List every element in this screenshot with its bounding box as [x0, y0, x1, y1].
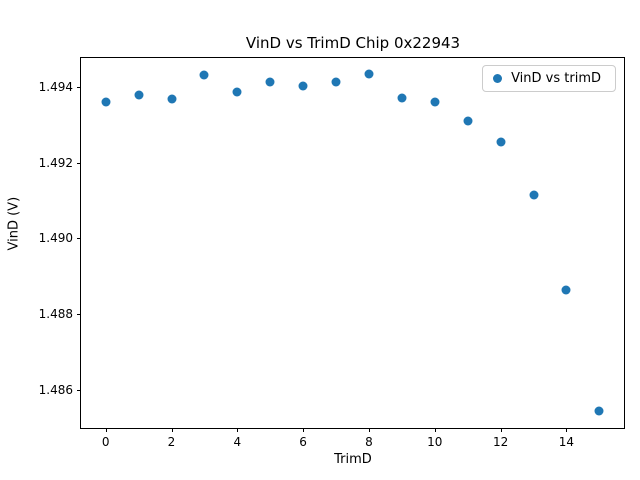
y-tick-label: 1.490 — [38, 231, 73, 246]
scatter-point — [496, 137, 506, 147]
y-tick-mark — [77, 86, 81, 88]
y-tick-label: 1.488 — [38, 307, 73, 322]
x-tick-mark — [500, 428, 502, 432]
x-tick-mark — [368, 428, 370, 432]
y-tick-mark — [77, 314, 81, 316]
scatter-point — [265, 77, 275, 87]
scatter-point — [364, 69, 374, 79]
y-tick-label: 1.486 — [38, 383, 73, 398]
legend: VinD vs trimD — [482, 65, 616, 92]
x-tick-mark — [171, 428, 173, 432]
scatter-point — [594, 406, 604, 416]
x-tick-label: 0 — [101, 435, 110, 449]
scatter-point — [199, 70, 209, 80]
y-tick-label: 1.494 — [38, 79, 73, 94]
chart-title: VinD vs TrimD Chip 0x22943 — [245, 34, 461, 52]
legend-label: VinD vs trimD — [511, 71, 601, 86]
x-tick-mark — [237, 428, 239, 432]
scatter-point — [331, 77, 341, 87]
x-tick-mark — [303, 428, 305, 432]
x-tick-label: 12 — [492, 435, 509, 449]
plot-area: 0 2 4 6 8 10 12 14 1.486 1.488 1.490 1.492 1.494 Vi… — [39, 57, 625, 449]
scatter-point — [430, 97, 440, 107]
x-tick-label: 4 — [233, 435, 242, 449]
x-tick-label: 6 — [299, 435, 307, 449]
scatter-point — [232, 87, 242, 97]
scatter-point — [134, 90, 144, 100]
x-tick-mark — [566, 428, 568, 432]
x-tick-label: 14 — [558, 435, 575, 449]
y-axis-label: VinD (V) — [6, 196, 22, 251]
scatter-point — [101, 97, 111, 107]
x-tick-label: 8 — [365, 435, 373, 449]
scatter-point — [463, 116, 473, 126]
y-tick-mark — [77, 238, 81, 240]
scatter-point — [167, 94, 176, 104]
legend-marker-icon — [493, 74, 503, 83]
scatter-point — [529, 190, 538, 200]
y-tick-mark — [77, 390, 81, 392]
y-tick-mark — [77, 162, 81, 164]
x-tick-label: 2 — [167, 435, 176, 449]
x-axis-label: TrimD — [334, 452, 372, 467]
scatter-point — [298, 81, 308, 91]
x-tick-mark — [434, 428, 436, 432]
y-tick-label: 1.492 — [38, 155, 73, 170]
x-tick-label: 10 — [427, 435, 443, 449]
scatter-point — [561, 285, 571, 295]
x-tick-mark — [105, 428, 107, 432]
scatter-point — [397, 93, 407, 103]
